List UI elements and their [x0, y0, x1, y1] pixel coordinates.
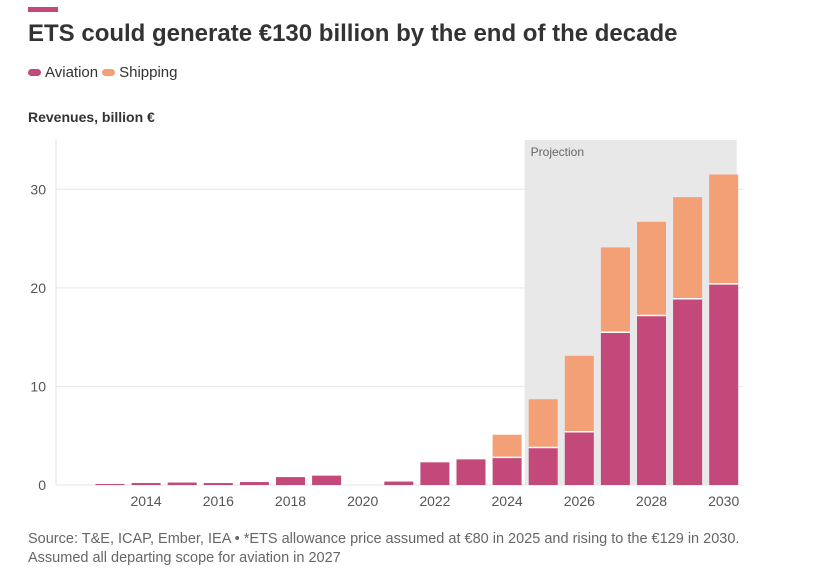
x-tick-label-2028: 2028 [636, 493, 667, 509]
legend-item-shipping[interactable]: Shipping [102, 64, 177, 81]
x-tick-label-2018: 2018 [275, 493, 306, 509]
y-tick-label: 0 [38, 477, 46, 493]
accent-bar [28, 7, 58, 12]
y-tick-label: 10 [30, 378, 46, 394]
projection-label: Projection [531, 145, 584, 159]
bar-aviation-2027 [600, 332, 630, 485]
x-tick-label-2024: 2024 [492, 493, 523, 509]
bar-shipping-2028 [637, 221, 666, 316]
x-tick-label-2030: 2030 [708, 493, 739, 509]
x-tick-label-2022: 2022 [419, 493, 450, 509]
legend-swatch-shipping [102, 69, 116, 76]
legend-item-aviation[interactable]: Aviation [28, 64, 98, 81]
x-tick-label-2014: 2014 [131, 493, 162, 509]
bar-aviation-2023 [456, 459, 486, 485]
bar-aviation-2019 [312, 475, 342, 485]
bar-aviation-2024 [492, 457, 522, 485]
bar-shipping-2030 [709, 174, 739, 284]
bar-shipping-2024 [492, 434, 522, 458]
bar-aviation-2028 [637, 315, 666, 485]
bar-aviation-2021 [384, 481, 414, 485]
bar-aviation-2025 [528, 447, 558, 485]
x-tick-label-2016: 2016 [203, 493, 234, 509]
legend-swatch-aviation [28, 69, 41, 76]
bar-aviation-2030 [709, 283, 739, 485]
bar-aviation-2013 [95, 484, 125, 485]
bar-aviation-2022 [420, 462, 450, 485]
legend-label-shipping: Shipping [119, 64, 178, 81]
bar-shipping-2029 [673, 197, 703, 299]
bar-aviation-2017 [239, 482, 269, 485]
x-tick-label-2020: 2020 [347, 493, 378, 509]
source-note: Source: T&E, ICAP, Ember, IEA • *ETS all… [28, 531, 740, 566]
bar-aviation-2014 [131, 483, 161, 485]
bar-shipping-2026 [564, 355, 594, 432]
bar-aviation-2016 [203, 483, 233, 485]
bar-aviation-2015 [167, 482, 197, 485]
legend: Aviation Shipping [28, 64, 181, 81]
chart-title: ETS could generate €130 billion by the e… [28, 20, 678, 47]
bar-shipping-2025 [528, 399, 558, 448]
y-tick-label: 30 [30, 181, 46, 197]
bar-aviation-2026 [564, 431, 594, 485]
bar-aviation-2018 [276, 477, 305, 485]
y-tick-label: 20 [30, 280, 46, 296]
bar-shipping-2027 [600, 247, 630, 333]
x-tick-label-2026: 2026 [564, 493, 595, 509]
bar-aviation-2029 [673, 298, 703, 485]
legend-label-aviation: Aviation [45, 64, 99, 81]
y-axis-label: Revenues, billion € [28, 109, 155, 125]
